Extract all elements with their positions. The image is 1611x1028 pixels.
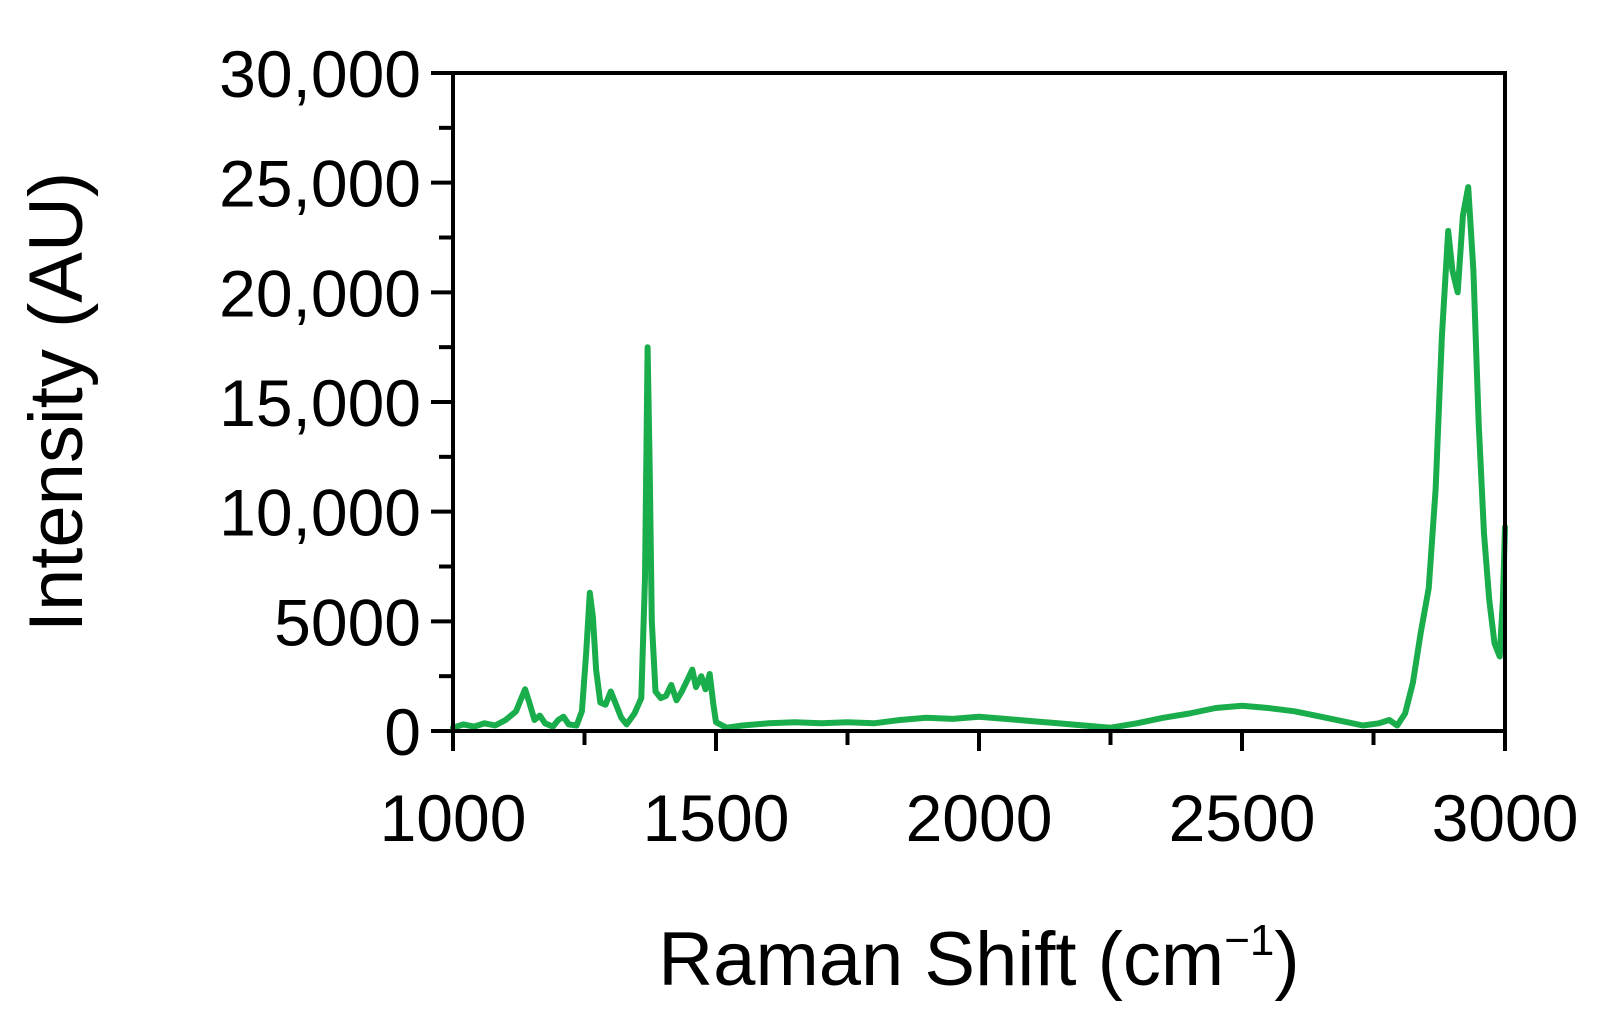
y-tick-label: 30,000 — [219, 37, 421, 111]
x-tick-label: 1500 — [643, 781, 790, 855]
y-tick-label: 10,000 — [219, 476, 421, 550]
x-axis-title: Raman Shift (cm−1) — [658, 916, 1299, 1002]
x-tick-label: 3000 — [1432, 781, 1579, 855]
x-axis-title-close: ) — [1274, 917, 1299, 1002]
series-layer — [450, 184, 1508, 731]
series-line-0 — [450, 184, 1508, 731]
y-tick-label: 5000 — [274, 585, 421, 659]
y-tick-label: 25,000 — [219, 147, 421, 221]
y-tick-label: 20,000 — [219, 256, 421, 330]
plot-area-frame — [451, 71, 1507, 733]
y-tick-label: 15,000 — [219, 366, 421, 440]
y-axis-ticks: 0 5000 10,000 15,000 20,000 25,000 30,000 — [219, 37, 453, 769]
x-tick-label: 1000 — [380, 781, 527, 855]
x-axis-ticks: 1000 1500 2000 2500 3000 — [380, 731, 1579, 855]
y-tick-label: 0 — [384, 695, 421, 769]
x-tick-label: 2000 — [906, 781, 1053, 855]
x-axis-title-main: Raman Shift (cm — [658, 917, 1224, 1002]
y-axis-title: Intensity (AU) — [14, 172, 99, 632]
x-axis-title-superscript: −1 — [1224, 916, 1274, 965]
x-tick-label: 2500 — [1169, 781, 1316, 855]
